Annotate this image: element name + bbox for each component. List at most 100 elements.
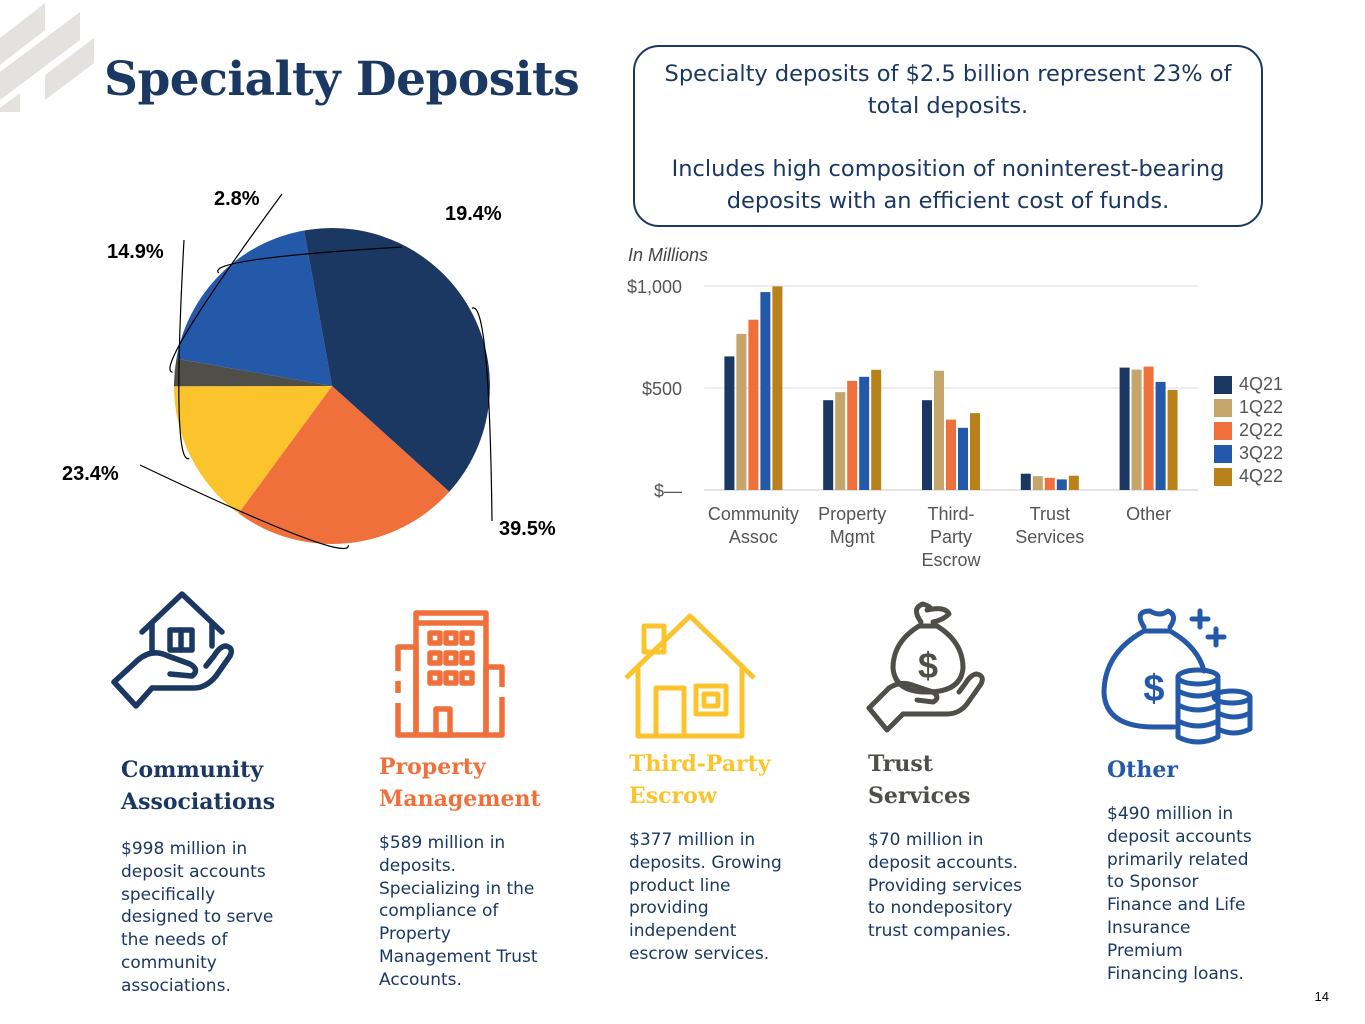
desc-line: Insurance <box>1107 917 1191 938</box>
bar-legend: 4Q21 1Q22 2Q22 3Q22 4Q22 <box>1214 373 1283 488</box>
title-line: Management <box>379 786 541 812</box>
x-tick-label: Assoc <box>729 527 778 547</box>
x-tick-label: Third- <box>927 504 974 524</box>
pie-label-other: 23.4% <box>62 463 119 485</box>
x-tick-label: Services <box>1015 527 1084 547</box>
desc-line: specifically <box>121 884 216 905</box>
category-title: Third-Party Escrow <box>629 748 849 812</box>
bar-chart-unit-note: In Millions <box>628 245 709 265</box>
title-line: Associations <box>121 789 276 815</box>
title-line: Third-Party <box>629 751 771 777</box>
x-tick-label: Property <box>818 504 886 524</box>
pie-leader-line <box>217 246 403 274</box>
pie-slice <box>238 386 450 545</box>
bar-4q22 <box>871 369 882 490</box>
pie-slice <box>304 228 490 492</box>
pie-slice <box>173 358 332 387</box>
bar-4q21 <box>922 400 932 490</box>
category-title: Trust Services <box>868 748 1088 812</box>
y-tick-label: $— <box>654 481 682 501</box>
desc-line: to Sponsor <box>1107 872 1199 893</box>
callout-line-2: Includes high composition of noninterest… <box>671 156 1225 214</box>
desc-line: $998 million in <box>121 839 248 859</box>
bar-chart: $— $500 $1,000 Community Assoc Property Mgmt Th… <box>627 277 1198 570</box>
page-number: 14 <box>1314 989 1329 1004</box>
category-trust: Trust Services $70 million in deposit ac… <box>868 748 1088 943</box>
category-title: Community Associations <box>121 754 351 818</box>
bar-2q22 <box>847 380 858 490</box>
money-bag-in-hand-icon: $ <box>866 601 985 733</box>
title-line: Trust <box>868 751 933 777</box>
pie-slice <box>176 230 332 386</box>
bar-4q22 <box>1068 475 1079 490</box>
title-line: Other <box>1107 757 1178 783</box>
page-title: Specialty Deposits <box>104 52 580 107</box>
bar-4q21 <box>724 356 735 490</box>
desc-line: Management Trust <box>379 946 538 967</box>
desc-line: deposit accounts. <box>868 852 1019 873</box>
desc-line: to nondepository <box>868 898 1013 919</box>
bar-4q22 <box>970 413 980 490</box>
title-line: Services <box>868 783 971 809</box>
legend-item-4q21: 4Q21 <box>1214 373 1283 396</box>
desc-line: deposit accounts <box>1107 826 1252 847</box>
legend-swatch <box>1214 467 1232 486</box>
summary-callout: Specialty deposits of $2.5 billion repre… <box>633 45 1263 227</box>
bar-3q22 <box>958 427 968 490</box>
decorative-stripes <box>0 3 94 112</box>
desc-line: Providing services <box>868 875 1022 896</box>
legend-swatch <box>1214 444 1232 463</box>
category-description: $70 million in deposit accounts. Providi… <box>868 829 1088 943</box>
desc-line: deposit accounts <box>121 861 266 882</box>
bar-1q22 <box>1032 476 1043 490</box>
pie-label-property: 19.4% <box>445 203 502 225</box>
bar-4q21 <box>1119 367 1130 490</box>
desc-line: Premium <box>1107 940 1183 961</box>
pie-chart <box>139 193 493 550</box>
legend-item-3q22: 3Q22 <box>1214 442 1283 465</box>
pie-leader-line <box>169 193 283 373</box>
desc-line: $377 million in <box>629 830 756 850</box>
desc-line: product line <box>629 875 731 896</box>
desc-line: independent <box>629 921 737 942</box>
title-line: Community <box>121 757 264 783</box>
desc-line: $589 million in <box>379 833 506 853</box>
pie-leader-line <box>139 464 349 550</box>
svg-text:$: $ <box>918 645 938 686</box>
legend-swatch <box>1214 398 1232 417</box>
bar-2q22 <box>748 319 759 490</box>
bar-4q22 <box>1167 390 1178 490</box>
bar-3q22 <box>1155 381 1166 490</box>
category-other: Other $490 million in deposit accounts p… <box>1107 754 1327 985</box>
bar-3q22 <box>859 376 870 490</box>
category-property: Property Management $589 million in depo… <box>379 751 609 992</box>
bar-1q22 <box>736 333 747 490</box>
bar-1q22 <box>934 370 944 490</box>
desc-line: providing <box>629 898 709 919</box>
desc-line: the needs of <box>121 930 228 951</box>
desc-line: compliance of <box>379 901 499 922</box>
x-tick-label: Community <box>708 504 799 524</box>
legend-label: 4Q21 <box>1239 374 1284 394</box>
legend-label: 1Q22 <box>1239 397 1284 417</box>
desc-line: escrow services. <box>629 943 770 964</box>
category-description: $490 million in deposit accounts primari… <box>1107 803 1327 985</box>
x-tick-label: Trust <box>1030 504 1070 524</box>
bar-3q22 <box>1056 479 1067 490</box>
svg-text:$: $ <box>1143 668 1164 710</box>
callout-line-1: Specialty deposits of $2.5 billion repre… <box>664 61 1232 119</box>
legend-swatch <box>1214 375 1232 394</box>
legend-swatch <box>1214 421 1232 440</box>
legend-label: 4Q22 <box>1239 466 1284 486</box>
desc-line: primarily related <box>1107 849 1249 870</box>
bar-3q22 <box>760 292 771 490</box>
category-description: $377 million in deposits. Growing produc… <box>629 829 849 966</box>
desc-line: $490 million in <box>1107 804 1234 824</box>
house-in-hand-icon <box>111 591 235 709</box>
bar-4q21 <box>823 400 834 490</box>
house-icon <box>624 613 756 739</box>
pie-slice <box>174 386 332 514</box>
desc-line: Accounts. <box>379 969 462 990</box>
category-escrow: Third-Party Escrow $377 million in depos… <box>629 748 849 966</box>
money-bag-coins-icon: $ <box>1101 608 1253 745</box>
